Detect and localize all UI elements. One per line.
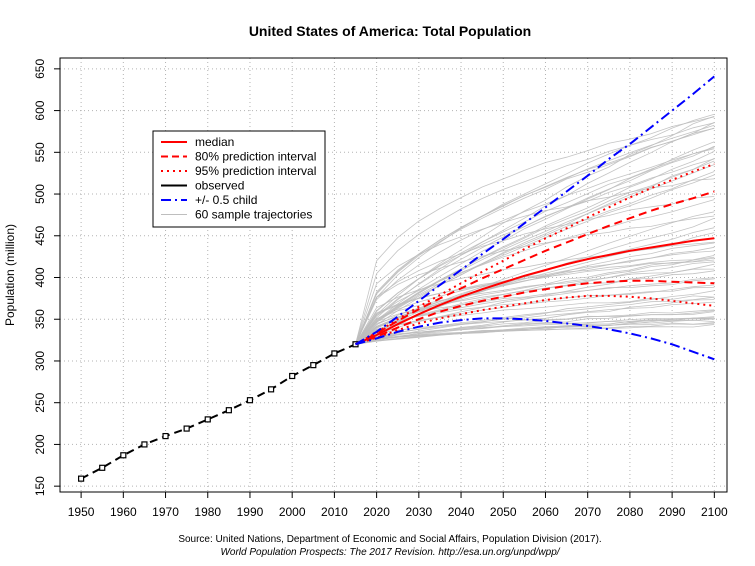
series-line [355,163,715,346]
series-line [354,75,715,346]
sample-trajectory-line [355,317,715,345]
sample-trajectory-line [355,290,715,345]
x-tick-label: 2070 [574,505,601,519]
observed-point [162,432,169,440]
sample-trajectory-line [355,148,715,345]
sample-trajectory-line [355,115,715,345]
legend-label: observed [195,179,244,193]
series-line [80,343,356,480]
y-axis-label: Population (million) [3,224,17,326]
y-tick-label: 500 [33,184,47,204]
y-tick-label: 450 [33,225,47,245]
legend-label: median [195,135,234,149]
y-tick-label: 150 [33,476,47,496]
observed-point [99,464,106,471]
sample-trajectory-line [355,270,715,345]
x-tick-label: 2000 [279,505,306,519]
x-tick-label: 2060 [532,505,559,519]
sample-trajectory-line [355,171,715,345]
x-tick-label: 2020 [363,505,390,519]
chart-title: United States of America: Total Populati… [249,23,531,39]
y-tick-label: 200 [33,434,47,454]
sample-trajectory-line [355,113,715,345]
sample-trajectory-line [355,141,715,345]
x-tick-label: 2030 [405,505,432,519]
series-line [355,237,715,346]
sample-trajectory-line [355,116,715,345]
sample-trajectory-line [355,324,715,345]
observed-point [310,362,317,369]
observed-point [141,441,148,448]
sample-trajectory-line [355,211,715,345]
plot-frame [59,57,728,493]
sample-trajectory-line [355,310,715,345]
sample-trajectories [355,113,715,345]
legend-box [152,130,326,228]
source-line-1: Source: United Nations, Department of Ec… [178,534,601,545]
observed-point [267,386,275,393]
y-tick-label: 400 [33,267,47,287]
y-tick-label: 650 [33,59,47,79]
sample-trajectory-line [355,250,715,345]
observed-point [120,452,127,459]
series-line [355,317,715,361]
sample-trajectory-line [355,122,715,345]
observed-point [246,397,254,404]
legend-label: 60 sample trajectories [195,208,312,222]
x-tick-label: 1970 [152,505,179,519]
source-line-2: World Population Prospects: The 2017 Rev… [220,547,560,558]
x-tick-label: 2080 [617,505,644,519]
sample-trajectory-line [355,259,715,345]
x-tick-label: 1980 [194,505,221,519]
sample-trajectory-line [355,127,715,345]
sample-trajectory-line [355,160,715,345]
series-line [355,279,715,346]
x-axis: 1950 1960 1970 1980 1990 2000 2010 2020 2030 2040… [68,492,728,519]
y-tick-label: 350 [33,309,47,329]
x-tick-label: 2100 [701,505,728,519]
x-tick-label: 1960 [110,505,137,519]
sample-trajectory-line [355,295,715,345]
sample-trajectory-line [355,296,715,345]
x-tick-label: 2050 [490,505,517,519]
observed-point [204,416,211,423]
y-tick-label: 300 [33,351,47,371]
observed-point [183,425,190,432]
sample-trajectory-line [355,322,715,345]
sample-trajectory-line [355,268,715,345]
sample-trajectory-line [355,122,715,345]
legend-label: +/- 0.5 child [195,193,257,207]
sample-trajectory-line [355,158,715,345]
sample-trajectory-line [355,178,715,345]
x-tick-label: 2010 [321,505,348,519]
sample-trajectory-line [355,199,715,345]
x-tick-label: 2040 [448,505,475,519]
series-lines [78,75,715,482]
x-tick-label: 1990 [237,505,264,519]
legend-label: 80% prediction interval [195,150,316,164]
sample-trajectory-line [355,174,715,345]
series-line [355,190,715,346]
observed-point [78,475,85,482]
observed-point [225,407,232,414]
legend-label: 95% prediction interval [195,164,316,178]
sample-trajectory-line [355,196,715,345]
observed-point [289,372,296,380]
sample-trajectory-line [355,278,715,345]
x-tick-label: 2090 [659,505,686,519]
y-tick-label: 600 [33,100,47,120]
x-tick-label: 1950 [68,505,95,519]
y-axis: 150 200 250 300 350 400 450 500 550 600 650 [33,59,60,496]
observed-point [331,350,338,357]
y-tick-label: 250 [33,392,47,412]
sample-trajectory-line [355,316,715,345]
y-tick-label: 550 [33,142,47,162]
